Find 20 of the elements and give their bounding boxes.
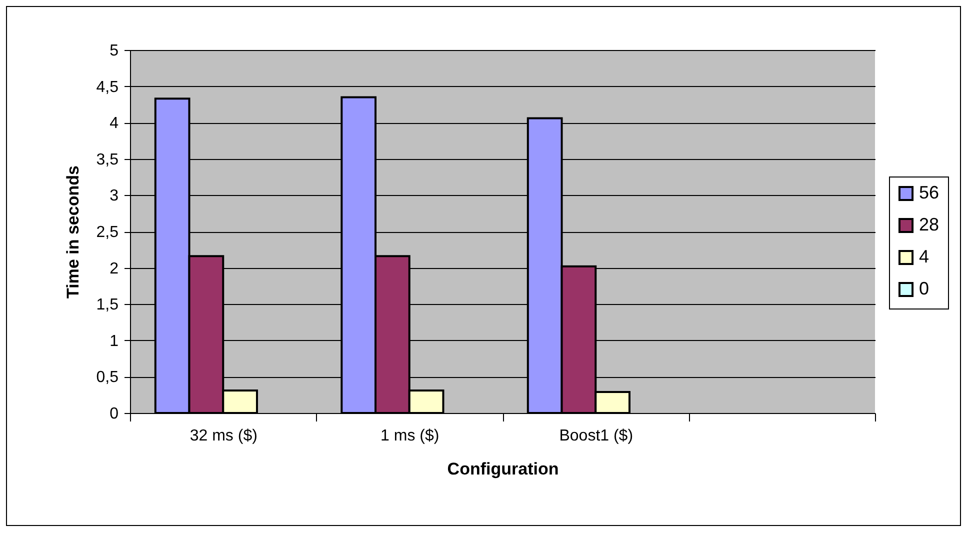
y-tick-label: 1 [110,332,119,350]
y-tick-label: 1,5 [96,296,119,314]
x-tick-label: 1 ms ($) [380,428,440,444]
x-tick-label: 32 ms ($) [190,428,258,444]
y-tick-label: 0 [110,406,119,422]
y-tick-label: 0,5 [96,369,119,386]
legend-label: 0 [919,278,930,298]
x-tick-label: Boost1 ($) [559,428,634,444]
legend-label: 4 [919,246,930,266]
x-axis-title: Configuration [447,460,559,478]
y-tick-label: 4 [110,115,119,132]
legend-label: 28 [919,214,940,234]
y-axis-title: Time in seconds [63,166,82,298]
y-tick-label: 3,5 [96,151,119,168]
y-tick-label: 4,5 [96,78,119,96]
y-tick-label: 5 [110,42,119,60]
y-tick-label: 2,5 [96,224,119,241]
y-tick-label: 3 [110,188,119,205]
y-tick-label: 2 [110,260,119,278]
legend-label: 56 [919,182,940,202]
